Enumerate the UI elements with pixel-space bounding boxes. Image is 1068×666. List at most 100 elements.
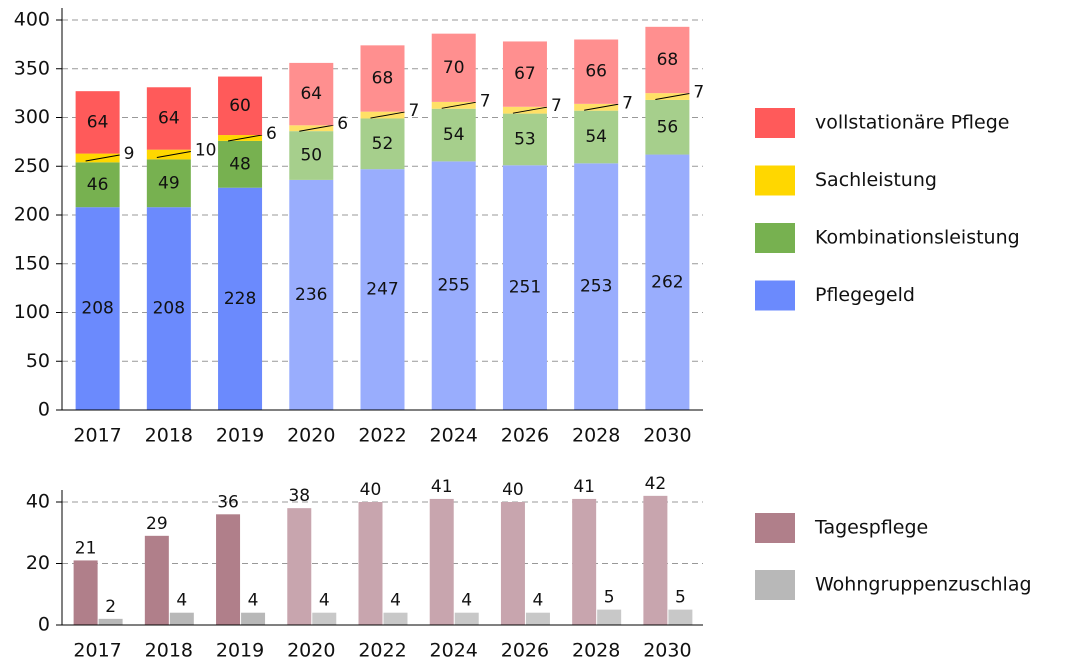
x-tick-label: 2018 <box>145 425 193 447</box>
value-label: 208 <box>153 299 185 319</box>
bar-segment <box>146 149 191 160</box>
x-tick-label: 2022 <box>358 640 406 662</box>
legend-swatch <box>755 280 795 311</box>
legend-swatch <box>755 570 795 600</box>
value-label: 10 <box>195 141 217 161</box>
bar-segment <box>574 110 619 164</box>
bar-segment <box>574 103 619 111</box>
value-label: 253 <box>580 277 612 297</box>
value-label: 247 <box>366 280 398 300</box>
legend-label: Tagespflege <box>814 517 928 539</box>
bar-segment <box>289 125 334 132</box>
y-tick-label: 400 <box>14 9 50 31</box>
value-label: 41 <box>431 477 453 497</box>
bar-segment <box>502 113 547 166</box>
bar-segment <box>431 101 476 109</box>
bar <box>358 502 383 625</box>
value-label: 67 <box>514 64 536 84</box>
value-label: 54 <box>585 127 607 147</box>
value-label: 64 <box>158 108 180 128</box>
bar <box>597 609 622 625</box>
value-label: 9 <box>124 144 135 164</box>
value-label: 70 <box>443 58 465 78</box>
bar <box>500 502 525 625</box>
bar-segment <box>75 91 120 154</box>
bar-segment <box>574 39 619 104</box>
value-label: 53 <box>514 129 536 149</box>
leader-line <box>299 124 334 132</box>
value-label: 54 <box>443 125 465 145</box>
value-label: 6 <box>266 124 277 144</box>
bar <box>144 535 169 625</box>
bar <box>643 495 668 625</box>
legend-label: vollstationäre Pflege <box>815 112 1009 134</box>
value-label: 40 <box>502 480 524 500</box>
value-label: 48 <box>229 154 251 174</box>
y-tick-label: 350 <box>14 57 50 79</box>
value-label: 7 <box>551 96 562 116</box>
bar-segment <box>75 162 120 208</box>
legend-label: Kombinationsleistung <box>815 227 1020 249</box>
bar-segment <box>431 161 476 410</box>
value-label: 7 <box>480 91 491 111</box>
value-label: 66 <box>585 62 607 82</box>
y-tick-label: 100 <box>14 301 50 323</box>
x-tick-label: 2030 <box>643 425 691 447</box>
y-tick-label: 0 <box>38 614 50 636</box>
value-label: 68 <box>657 50 679 70</box>
x-tick-label: 2019 <box>216 640 264 662</box>
bar-segment <box>146 207 191 410</box>
value-label: 49 <box>158 173 180 193</box>
value-label: 40 <box>360 480 382 500</box>
value-label: 262 <box>651 272 683 292</box>
value-label: 42 <box>645 474 667 494</box>
leader-line <box>227 134 263 142</box>
value-label: 41 <box>573 477 595 497</box>
x-tick-label: 2020 <box>287 425 335 447</box>
value-label: 4 <box>319 591 330 611</box>
value-label: 7 <box>693 83 704 103</box>
leader-line <box>441 101 476 109</box>
value-label: 36 <box>217 492 239 512</box>
y-tick-label: 50 <box>26 350 50 372</box>
value-label: 4 <box>176 591 187 611</box>
x-tick-label: 2018 <box>145 640 193 662</box>
bar <box>668 609 693 625</box>
bar <box>383 612 408 625</box>
x-tick-label: 2026 <box>501 640 549 662</box>
value-label: 5 <box>604 588 615 608</box>
x-tick-label: 2022 <box>358 425 406 447</box>
x-tick-label: 2017 <box>73 640 121 662</box>
bar <box>241 612 266 625</box>
x-tick-label: 2024 <box>430 640 478 662</box>
value-label: 6 <box>337 114 348 134</box>
bar-segment <box>645 26 690 94</box>
legend-swatch <box>755 108 795 138</box>
bar-segment <box>289 62 334 126</box>
y-tick-label: 40 <box>26 491 50 513</box>
bar-segment <box>431 33 476 102</box>
leader-line <box>655 93 690 101</box>
bar-segment <box>289 131 334 180</box>
bar-segment <box>146 159 191 208</box>
value-label: 4 <box>533 591 544 611</box>
bar <box>454 612 479 625</box>
value-label: 255 <box>437 276 469 296</box>
bar-segment <box>360 45 405 112</box>
x-tick-label: 2030 <box>643 640 691 662</box>
bar-segment <box>218 140 263 188</box>
bar-segment <box>645 93 690 100</box>
x-tick-label: 2028 <box>572 640 620 662</box>
bar-segment <box>645 154 690 410</box>
bar <box>98 618 123 625</box>
leader-line <box>156 151 191 159</box>
y-tick-label: 200 <box>14 204 50 226</box>
leader-line <box>370 111 405 119</box>
bar-segment <box>75 207 120 410</box>
bar-segment <box>502 41 547 107</box>
x-tick-label: 2026 <box>501 425 549 447</box>
bar-segment <box>360 111 405 119</box>
bar <box>572 498 597 625</box>
y-tick-label: 150 <box>14 252 50 274</box>
value-label: 2 <box>105 597 116 617</box>
